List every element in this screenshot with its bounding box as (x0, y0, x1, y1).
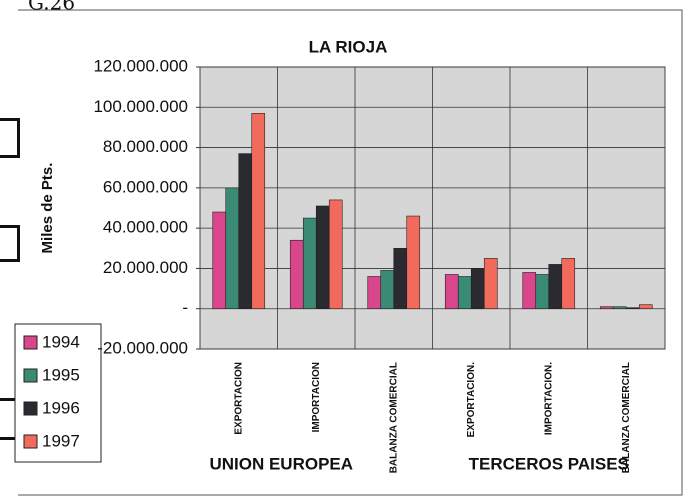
legend-swatch (23, 401, 38, 416)
bar (212, 211, 227, 310)
y-axis-label: Miles de Pts. (39, 163, 56, 254)
bar (548, 264, 563, 310)
group-label: TERCEROS PAISES (469, 454, 629, 473)
bar (638, 304, 653, 310)
legend-swatch (23, 335, 38, 350)
legend-label: 1994 (42, 332, 80, 351)
x-tick-label: EXPORTACION. (466, 362, 477, 438)
bar (561, 258, 576, 310)
group-label: UNION EUROPEA (209, 454, 353, 473)
x-tick-label: IMPORTACION (311, 362, 322, 432)
bar (328, 199, 343, 310)
legend: 1994 1995 1996 1997 (14, 323, 102, 463)
y-tick-label: - (182, 298, 188, 317)
bar (302, 217, 317, 310)
bar (535, 274, 550, 310)
x-tick-label: BALANZA COMERCIAL (388, 362, 399, 473)
y-tick-label: 80.000.000 (103, 137, 188, 156)
bar (470, 268, 485, 310)
bar (367, 276, 382, 310)
y-tick-label: 20.000.000 (103, 258, 188, 277)
x-tick-label: BALANZA COMERCIAL (621, 362, 632, 473)
bar (457, 276, 472, 310)
bar (444, 274, 459, 310)
bar (393, 247, 408, 310)
bar (238, 153, 253, 310)
legend-swatch (23, 434, 38, 449)
bar (612, 306, 627, 310)
bar (522, 272, 537, 310)
annotation: G.26 (28, 0, 75, 15)
y-tick-label: 40.000.000 (103, 218, 188, 237)
y-tick-label: 100.000.000 (93, 97, 188, 116)
legend-label: 1997 (42, 431, 80, 450)
y-tick-label: -20.000.000 (97, 338, 188, 357)
bar (380, 270, 395, 310)
frame (18, 9, 683, 496)
bar (483, 258, 498, 310)
legend-label: 1995 (42, 365, 80, 384)
bar (599, 306, 614, 310)
x-tick-label: IMPORTACION. (543, 362, 554, 435)
legend-swatch (23, 368, 38, 383)
x-tick-label: EXPORTACION (233, 362, 244, 435)
bar (406, 215, 421, 310)
bar (289, 239, 304, 310)
y-tick-label: 60.000.000 (103, 177, 188, 196)
chart-title: LA RIOJA (309, 37, 388, 56)
y-tick-label: 120.000.000 (93, 56, 188, 75)
bar (315, 205, 330, 310)
legend-label: 1996 (42, 398, 80, 417)
bar (251, 113, 266, 310)
bar (225, 187, 240, 310)
bar (625, 307, 640, 310)
